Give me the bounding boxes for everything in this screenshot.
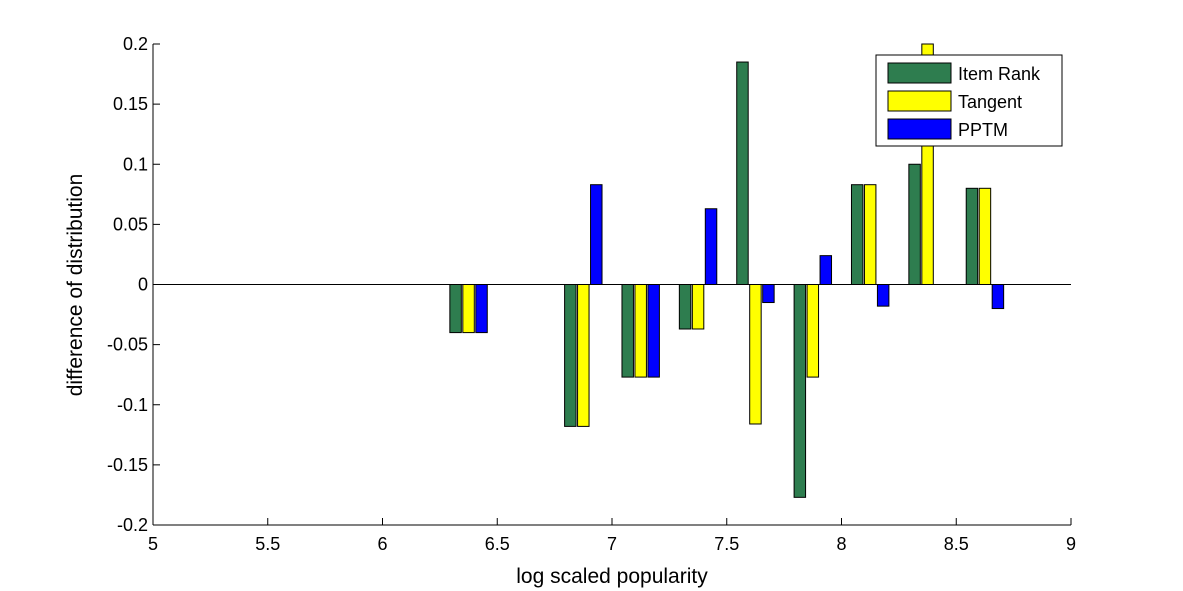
x-tick-label: 8 bbox=[836, 534, 846, 554]
bar-tangent-6 bbox=[806, 284, 820, 378]
legend-label: Tangent bbox=[958, 92, 1022, 112]
bar-tangent-1 bbox=[462, 284, 475, 334]
legend-swatch bbox=[887, 118, 952, 140]
bar-item-rank-2 bbox=[564, 284, 577, 427]
bar-item-rank-6 bbox=[793, 284, 807, 498]
bar-tangent-7 bbox=[863, 184, 877, 286]
x-tick-label: 9 bbox=[1066, 534, 1076, 554]
bar-pptm-7 bbox=[876, 284, 890, 307]
y-tick-label: 0.15 bbox=[113, 94, 148, 114]
bar-tangent-2 bbox=[577, 284, 590, 427]
bar-pptm-4 bbox=[704, 208, 718, 285]
y-axis-label: difference of distribution bbox=[64, 174, 87, 397]
y-tick-label: 0 bbox=[138, 275, 148, 295]
y-tick-label: 0.1 bbox=[123, 154, 148, 174]
bar-pptm-3 bbox=[647, 284, 660, 378]
bar-item-rank-7 bbox=[850, 184, 864, 286]
bar-pptm-2 bbox=[590, 184, 603, 286]
bar-tangent-3 bbox=[634, 284, 647, 378]
y-tick-label: -0.15 bbox=[107, 455, 148, 475]
bar-item-rank-1 bbox=[449, 284, 462, 334]
legend-label: PPTM bbox=[958, 120, 1008, 140]
legend-swatch bbox=[887, 90, 952, 112]
bar-pptm-5 bbox=[762, 284, 775, 304]
bar-item-rank-5 bbox=[736, 61, 749, 285]
y-tick-label: 0.05 bbox=[113, 214, 148, 234]
x-tick-label: 8.5 bbox=[944, 534, 969, 554]
y-tick-label: -0.05 bbox=[107, 335, 148, 355]
legend-swatch bbox=[887, 62, 952, 84]
bar-pptm-6 bbox=[819, 255, 833, 285]
y-tick-label: -0.1 bbox=[117, 395, 148, 415]
bar-item-rank-4 bbox=[678, 284, 692, 330]
x-tick-label: 5 bbox=[148, 534, 158, 554]
y-ticks-group: -0.2 -0.15 -0.1 -0.05 0 0.05 0.1 0.15 0.2 bbox=[107, 34, 160, 535]
x-ticks-group: 5 5.5 6 6.5 7 7.5 8 8.5 9 bbox=[148, 518, 1076, 554]
x-tick-label: 6.5 bbox=[485, 534, 510, 554]
bar-item-rank-8 bbox=[908, 163, 921, 285]
bar-item-rank-9 bbox=[965, 187, 979, 285]
y-tick-label: 0.2 bbox=[123, 34, 148, 54]
legend: Item Rank Tangent PPTM bbox=[875, 54, 1063, 147]
bar-pptm-1 bbox=[475, 284, 488, 334]
bar-tangent-4 bbox=[691, 284, 705, 330]
bar-pptm-9 bbox=[991, 284, 1005, 310]
x-tick-label: 7 bbox=[607, 534, 617, 554]
bar-tangent-5 bbox=[749, 284, 762, 425]
x-tick-label: 7.5 bbox=[714, 534, 739, 554]
x-axis-label: log scaled popularity bbox=[516, 565, 708, 588]
x-tick-label: 6 bbox=[377, 534, 387, 554]
x-tick-label: 5.5 bbox=[255, 534, 280, 554]
bar-tangent-9 bbox=[978, 187, 992, 285]
y-tick-label: -0.2 bbox=[117, 515, 148, 535]
bar-item-rank-3 bbox=[621, 284, 634, 378]
legend-label: Item Rank bbox=[958, 64, 1041, 84]
